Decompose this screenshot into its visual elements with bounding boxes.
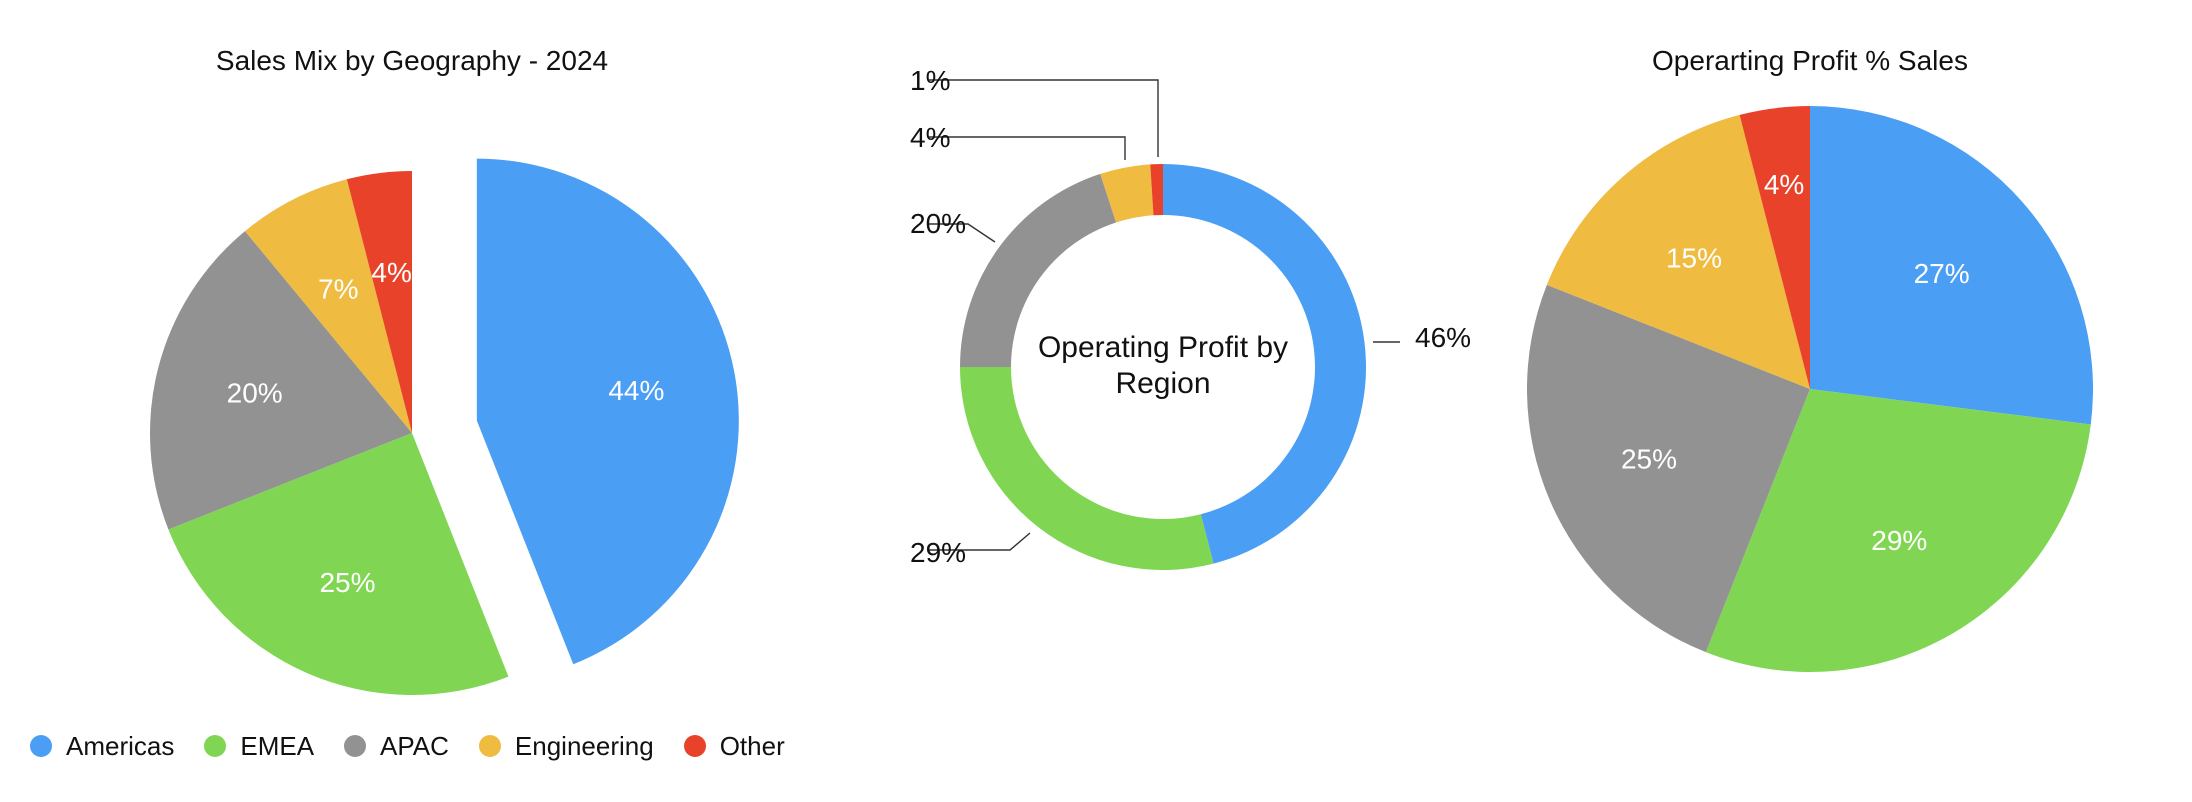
pie3-slice-other <box>1739 106 1810 389</box>
donut-label-apac: 20% <box>910 208 966 239</box>
donut-leader-line-emea <box>928 532 1031 551</box>
legend-label-engineering: Engineering <box>514 730 654 761</box>
pie3-slice-emea <box>1705 389 2091 672</box>
pie1-slice-americas <box>476 158 739 665</box>
donut-slice-emea <box>960 367 1214 570</box>
legend-item-apac[interactable]: APAC <box>344 731 449 762</box>
pie3-label-emea: 29% <box>1871 525 1927 556</box>
operating-profit-sales-title: Operarting Profit % Sales <box>1652 45 1968 76</box>
pie1-label-americas: 44% <box>608 375 664 406</box>
pie3-slice-americas <box>1810 105 2094 425</box>
donut-leader-line-other <box>928 79 1159 157</box>
donut-label-engineering: 4% <box>910 122 950 153</box>
legend-label-other: Other <box>719 730 785 761</box>
donut-leader-line-engineering <box>928 136 1126 160</box>
pie3-label-apac: 25% <box>1621 444 1677 475</box>
chart-legend: Americas EMEA APAC Engineering Other <box>30 726 815 766</box>
pie3-label-other: 4% <box>1764 169 1804 200</box>
pie3-label-americas: 27% <box>1914 258 1970 289</box>
sales-mix-title: Sales Mix by Geography - 2024 <box>216 45 608 76</box>
pie1-slice-apac <box>150 231 412 530</box>
donut-center-label-line1: Operating Profit by <box>1038 331 1288 364</box>
legend-swatch-emea <box>204 735 227 757</box>
donut-slice-other <box>1150 164 1163 216</box>
donut-slice-americas <box>1163 164 1366 564</box>
operating-profit-donut-chart: Operating Profit by Region 46% 29% 20% 4% 1% <box>910 65 1471 570</box>
legend-swatch-engineering <box>478 735 501 757</box>
donut-center-label-line2: Region <box>1115 367 1210 400</box>
donut-slice-engineering <box>1100 164 1154 223</box>
legend-label-americas: Americas <box>66 730 175 761</box>
pie3-slice-engineering <box>1546 114 1810 390</box>
legend-item-americas[interactable]: Americas <box>30 731 174 762</box>
pie1-label-emea: 25% <box>319 567 375 598</box>
legend-item-engineering[interactable]: Engineering <box>478 730 654 762</box>
legend-item-emea[interactable]: EMEA <box>204 731 314 762</box>
donut-label-other: 1% <box>910 65 950 96</box>
legend-swatch-apac <box>344 735 367 757</box>
pie1-slice-emea <box>168 433 509 696</box>
pie3-label-engineering: 15% <box>1666 242 1722 273</box>
pie1-label-apac: 20% <box>227 378 283 409</box>
donut-label-emea: 29% <box>910 537 966 568</box>
donut-label-americas: 46% <box>1415 322 1471 353</box>
sales-mix-pie-chart: 44% 25% 20% 7% 4% Sales Mix by Geography - 20… <box>150 45 739 696</box>
legend-item-other[interactable]: Other <box>683 730 785 762</box>
donut-leader-line-apac <box>928 223 996 243</box>
legend-swatch-americas <box>30 735 52 757</box>
pie1-slice-engineering <box>244 179 412 433</box>
operating-profit-sales-pie-chart: 27% 29% 25% 15% 4% Operarting Profit % Sales <box>1527 45 2094 672</box>
legend-swatch-other <box>683 735 706 757</box>
legend-label-apac: APAC <box>380 730 449 761</box>
legend-label-emea: EMEA <box>240 730 315 761</box>
donut-slice-apac <box>960 173 1117 367</box>
pie3-slice-apac <box>1527 284 1810 653</box>
pie1-slice-other <box>346 171 412 433</box>
pie1-label-engineering: 7% <box>318 273 358 304</box>
pie1-label-other: 4% <box>371 257 411 288</box>
